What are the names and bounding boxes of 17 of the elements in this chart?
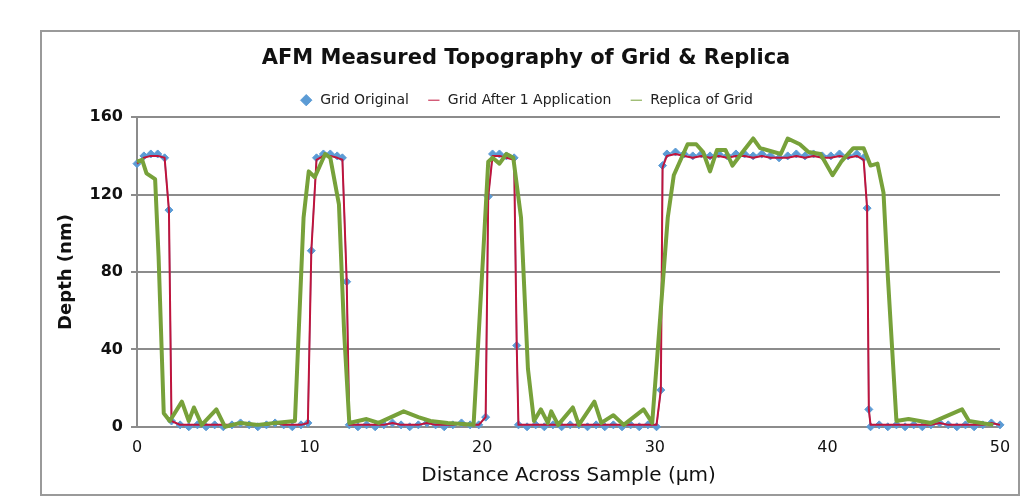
- y-axis-title: Depth (nm): [54, 214, 76, 330]
- x-tick-label: 10: [299, 436, 320, 456]
- x-axis-title: Distance Across Sample (µm): [421, 462, 716, 487]
- x-tick-label: 0: [131, 436, 143, 456]
- y-tick-label: 80: [100, 261, 123, 281]
- y-tick-label: 40: [100, 338, 123, 358]
- x-tick-label: 20: [472, 436, 493, 456]
- legend-label: Grid Original: [320, 90, 409, 107]
- x-tick-label: 30: [644, 436, 665, 456]
- legend-label: Grid After 1 Application: [447, 90, 612, 107]
- y-tick-label: 120: [89, 183, 123, 203]
- x-tick-label: 40: [817, 436, 838, 456]
- y-tick-label: 160: [89, 106, 123, 126]
- chart-title: AFM Measured Topography of Grid & Replica: [261, 45, 791, 70]
- x-tick-label: 50: [989, 436, 1011, 456]
- legend-label: Replica of Grid: [650, 90, 753, 107]
- y-tick-label: 0: [111, 415, 123, 435]
